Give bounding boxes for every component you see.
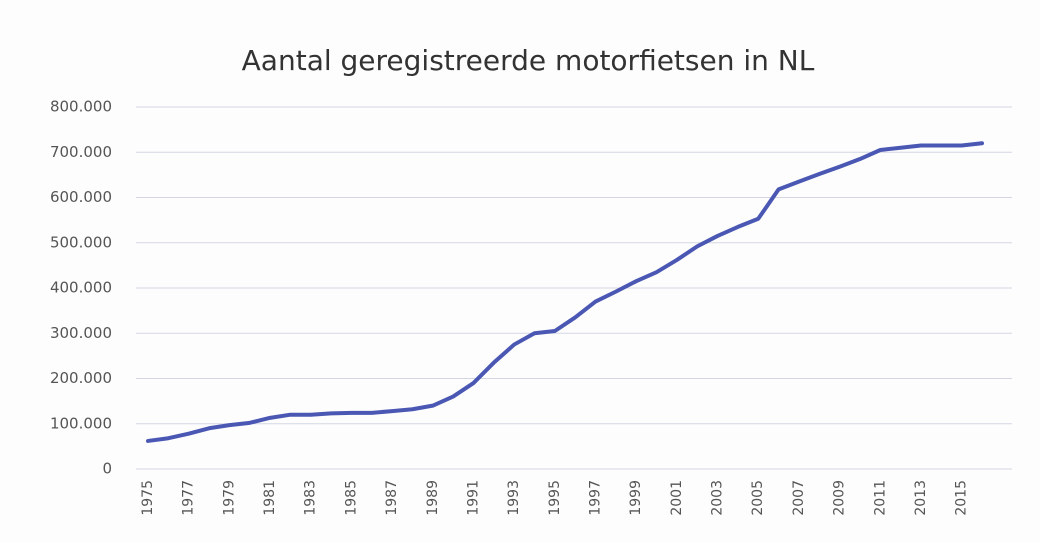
x-tick-label: 2009 [832, 480, 848, 516]
x-tick-label: 1987 [384, 480, 400, 516]
y-tick-label: 400.000 [50, 279, 112, 297]
x-tick-label: 1989 [425, 480, 441, 516]
x-tick-label: 1979 [221, 480, 237, 516]
x-tick-label: 1993 [506, 480, 522, 516]
x-tick-label: 2005 [750, 480, 766, 516]
x-tick-label: 2011 [872, 480, 888, 516]
x-tick-label: 2003 [710, 480, 726, 516]
x-tick-label: 2013 [913, 480, 929, 516]
x-tick-label: 2015 [954, 480, 970, 516]
y-tick-label: 100.000 [50, 414, 112, 432]
y-tick-label: 700.000 [50, 143, 112, 161]
x-tick-label: 1991 [465, 480, 481, 516]
y-tick-label: 800.000 [50, 98, 112, 116]
y-tick-label: 200.000 [50, 369, 112, 387]
x-tick-label: 2001 [669, 480, 685, 516]
y-tick-label: 300.000 [50, 324, 112, 342]
y-tick-label: 500.000 [50, 233, 112, 251]
x-tick-label: 1981 [262, 480, 278, 516]
chart-title: Aantal geregistreerde motorfietsen in NL [242, 44, 815, 77]
x-tick-label: 1985 [343, 480, 359, 516]
x-tick-label: 1983 [303, 480, 319, 516]
x-tick-label: 1975 [140, 480, 156, 516]
y-tick-label: 0 [102, 460, 112, 478]
x-tick-label: 1977 [181, 480, 197, 516]
x-tick-label: 2007 [791, 480, 807, 516]
data-line [146, 141, 984, 443]
y-tick-label: 600.000 [50, 188, 112, 206]
x-tick-label: 1995 [547, 480, 563, 516]
x-tick-label: 1999 [628, 480, 644, 516]
x-tick-label: 1997 [588, 480, 604, 516]
